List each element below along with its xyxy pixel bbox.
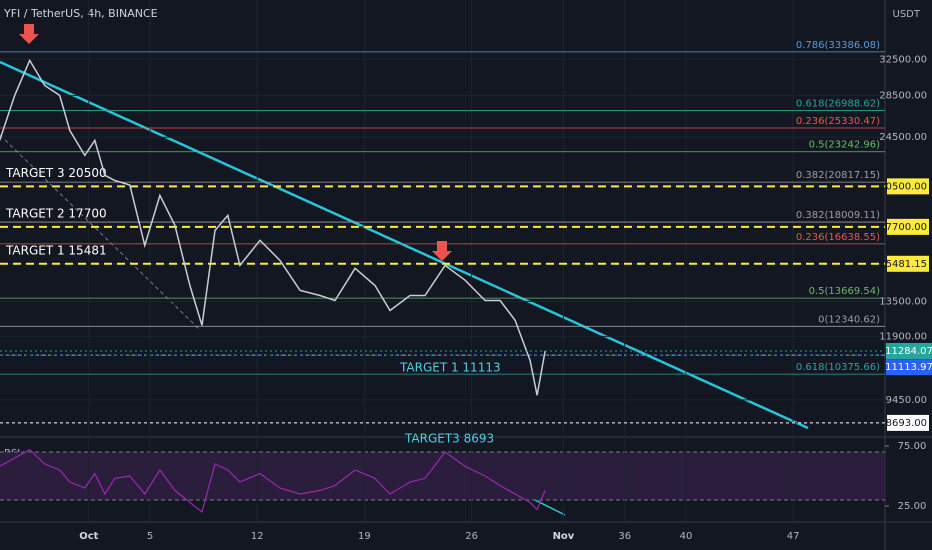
- price-label-box: [886, 359, 932, 376]
- x-tick-label: Nov: [553, 531, 575, 542]
- fib-label: 0.5(13669.54): [809, 286, 881, 297]
- tick-highlight: [887, 178, 929, 195]
- fib-label: 0.5(23242.96): [809, 140, 881, 151]
- x-tick-label: 19: [358, 531, 371, 542]
- y-tick-label: 32500.00: [879, 54, 927, 65]
- rsi-band: [0, 452, 885, 501]
- fib-label: 0.618(10375.66): [796, 362, 880, 373]
- y-tick-label: 8693.00: [886, 418, 927, 429]
- price-label: 11284.07: [885, 346, 932, 357]
- tick-highlight: [887, 255, 929, 272]
- rsi-line: [0, 448, 546, 514]
- chart-title: YFI / TetherUS, 4h, BINANCE: [3, 7, 158, 20]
- y-tick-label: 28500.00: [879, 91, 927, 102]
- trend-line: [0, 134, 201, 331]
- trend-line: [0, 60, 809, 430]
- tick-highlight: [887, 218, 929, 235]
- fib-label: 0.382(20817.15): [796, 170, 880, 181]
- tick-highlight: [887, 414, 929, 431]
- y-tick-label: 17700.00: [879, 222, 927, 233]
- price-label-box: [886, 342, 932, 359]
- price-label: 11113.97: [885, 362, 932, 373]
- arrow-marker: [19, 24, 39, 44]
- arrow-marker: [432, 241, 452, 261]
- y-tick-label: 11900.00: [879, 331, 927, 342]
- target-label: TARGET 1 11113: [399, 361, 501, 375]
- y-tick-label: 24500.00: [879, 132, 927, 143]
- x-tick-label: Oct: [79, 531, 98, 542]
- x-tick-label: 40: [680, 531, 693, 542]
- fib-label: 0.382(18009.11): [796, 210, 880, 221]
- y-tick-label: 20500.00: [879, 181, 927, 192]
- x-tick-label: 36: [618, 531, 631, 542]
- rsi-tick-label: 25.00: [898, 501, 927, 512]
- y-tick-label: 9450.00: [886, 395, 927, 406]
- fib-label: 0.786(33386.08): [796, 40, 880, 51]
- target-label: TARGET 3 20500: [5, 166, 107, 180]
- fib-label: 0(12340.62): [818, 314, 880, 325]
- target-label: TARGET3 8693: [404, 432, 494, 446]
- fib-label: 0.236(16638.55): [796, 232, 880, 243]
- x-tick-label: 5: [147, 531, 153, 542]
- price-line: [0, 58, 546, 396]
- x-tick-label: 12: [251, 531, 264, 542]
- fib-label: 0.618(26988.62): [796, 99, 880, 110]
- x-tick-label: 26: [465, 531, 478, 542]
- x-tick-label: 47: [787, 531, 800, 542]
- fib-label: 0.236(25330.47): [796, 116, 880, 127]
- rsi-tick-label: 75.00: [898, 441, 927, 452]
- target-label: TARGET 1 15481: [5, 243, 107, 257]
- target-label: TARGET 2 17700: [5, 206, 107, 220]
- y-tick-label: 15481.15: [879, 259, 927, 270]
- y-tick-label: 13500.00: [879, 297, 927, 308]
- currency: USDT: [893, 9, 921, 20]
